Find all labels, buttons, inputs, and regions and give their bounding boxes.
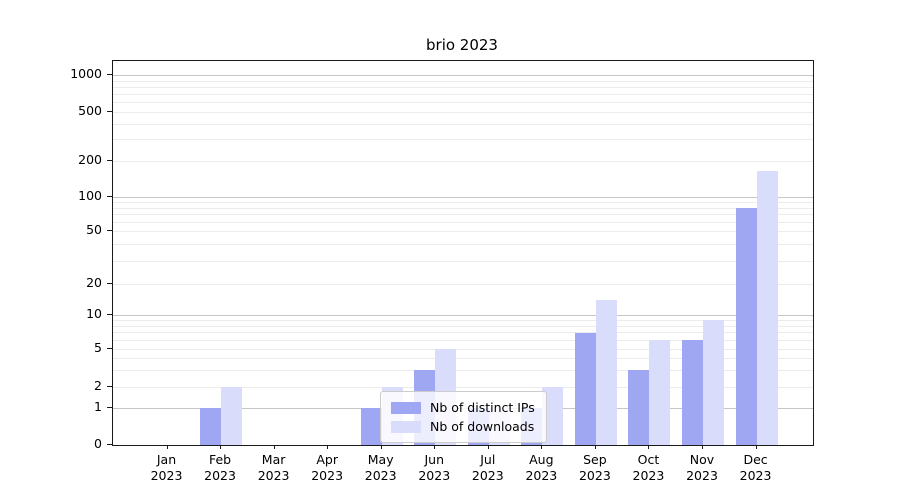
y-tick-mark bbox=[107, 283, 112, 284]
x-tick-mark bbox=[648, 445, 650, 449]
y-tick-label: 500 bbox=[78, 103, 102, 118]
y-tick-mark bbox=[107, 74, 112, 75]
gridline-7 bbox=[113, 332, 813, 334]
x-tick-mark bbox=[594, 445, 596, 449]
legend-swatch-distinct-ips bbox=[391, 401, 421, 414]
plot-area bbox=[112, 60, 814, 446]
chart-title: brio 2023 bbox=[426, 36, 498, 54]
bar-downloads-sep bbox=[595, 299, 617, 445]
gridline-800 bbox=[113, 86, 813, 88]
y-tick-label: 20 bbox=[86, 275, 102, 290]
bar-downloads-feb bbox=[221, 387, 243, 445]
bar-distinct-ips-may bbox=[360, 408, 382, 445]
y-tick-label: 10 bbox=[86, 306, 102, 321]
x-tick-label-jan: Jan 2023 bbox=[150, 452, 183, 483]
bar-distinct-ips-nov bbox=[682, 340, 703, 445]
x-tick-mark bbox=[541, 445, 543, 449]
gridline-5 bbox=[113, 349, 813, 350]
y-tick-label: 2 bbox=[94, 378, 102, 393]
legend-item-downloads: Nb of downloads bbox=[391, 417, 535, 436]
gridline-60 bbox=[113, 222, 813, 224]
x-tick-mark bbox=[434, 445, 436, 449]
gridline-300 bbox=[113, 139, 813, 141]
y-tick-mark bbox=[107, 386, 112, 387]
gridline-1000 bbox=[113, 75, 813, 76]
y-tick-label: 0 bbox=[94, 436, 102, 451]
gridline-700 bbox=[113, 94, 813, 96]
gridline-100 bbox=[113, 197, 813, 198]
x-tick-label-mar: Mar 2023 bbox=[257, 452, 290, 483]
y-tick-mark bbox=[107, 407, 112, 408]
y-tick-label: 5 bbox=[94, 340, 102, 355]
bar-distinct-ips-feb bbox=[200, 408, 222, 445]
legend-item-distinct-ips: Nb of distinct IPs bbox=[391, 398, 535, 417]
gridline-9 bbox=[113, 320, 813, 322]
x-tick-label-apr: Apr 2023 bbox=[311, 452, 344, 483]
y-tick-mark bbox=[107, 230, 112, 231]
x-tick-label-may: May 2023 bbox=[364, 452, 397, 483]
bar-distinct-ips-oct bbox=[628, 370, 650, 445]
gridline-8 bbox=[113, 325, 813, 327]
legend: Nb of distinct IPs Nb of downloads bbox=[380, 391, 547, 443]
gridline-4 bbox=[113, 358, 813, 360]
bar-distinct-ips-dec bbox=[735, 207, 757, 445]
bar-downloads-dec bbox=[756, 171, 778, 445]
y-tick-mark bbox=[107, 111, 112, 112]
y-tick-mark bbox=[107, 444, 112, 445]
gridline-500 bbox=[113, 112, 813, 113]
x-tick-label-feb: Feb 2023 bbox=[204, 452, 236, 483]
gridline-400 bbox=[113, 123, 813, 125]
x-tick-label-jul: Jul 2023 bbox=[471, 452, 504, 483]
x-tick-label-sep: Sep 2023 bbox=[578, 452, 611, 483]
gridline-900 bbox=[113, 80, 813, 82]
y-tick-label: 200 bbox=[78, 152, 102, 167]
y-tick-mark bbox=[107, 348, 112, 349]
gridline-80 bbox=[113, 207, 813, 209]
gridline-3 bbox=[113, 370, 813, 372]
gridline-6 bbox=[113, 340, 813, 342]
x-tick-mark bbox=[166, 445, 168, 449]
gridline-90 bbox=[113, 202, 813, 204]
bar-downloads-nov bbox=[703, 320, 724, 445]
y-tick-mark bbox=[107, 196, 112, 197]
x-tick-mark bbox=[755, 445, 757, 449]
x-tick-label-oct: Oct 2023 bbox=[632, 452, 665, 483]
x-tick-label-dec: Dec 2023 bbox=[739, 452, 772, 483]
x-tick-mark bbox=[220, 445, 222, 449]
x-tick-mark bbox=[327, 445, 329, 449]
y-tick-label: 1000 bbox=[70, 66, 102, 81]
gridline-50 bbox=[113, 231, 813, 232]
gridline-10 bbox=[113, 315, 813, 316]
y-tick-label: 100 bbox=[78, 188, 102, 203]
x-tick-label-nov: Nov 2023 bbox=[686, 452, 718, 483]
x-tick-label-jun: Jun 2023 bbox=[418, 452, 451, 483]
gridline-200 bbox=[113, 161, 813, 162]
x-tick-mark bbox=[702, 445, 703, 449]
y-tick-label: 50 bbox=[86, 222, 102, 237]
bar-downloads-oct bbox=[649, 340, 671, 445]
y-tick-mark bbox=[107, 160, 112, 161]
x-tick-mark bbox=[273, 445, 275, 449]
x-tick-label-aug: Aug 2023 bbox=[525, 452, 558, 483]
gridline-30 bbox=[113, 260, 813, 262]
gridline-600 bbox=[113, 102, 813, 104]
legend-label-downloads: Nb of downloads bbox=[430, 419, 535, 434]
gridline-70 bbox=[113, 214, 813, 216]
gridline-2 bbox=[113, 387, 813, 388]
gridline-20 bbox=[113, 284, 813, 285]
gridline-40 bbox=[113, 243, 813, 245]
x-tick-mark bbox=[487, 445, 489, 449]
y-tick-label: 1 bbox=[94, 399, 102, 414]
bar-distinct-ips-sep bbox=[574, 332, 596, 445]
legend-swatch-downloads bbox=[391, 420, 421, 433]
x-tick-mark bbox=[380, 445, 382, 449]
bar-downloads-aug bbox=[542, 387, 564, 445]
legend-label-distinct-ips: Nb of distinct IPs bbox=[430, 400, 535, 415]
y-tick-mark bbox=[107, 314, 112, 315]
